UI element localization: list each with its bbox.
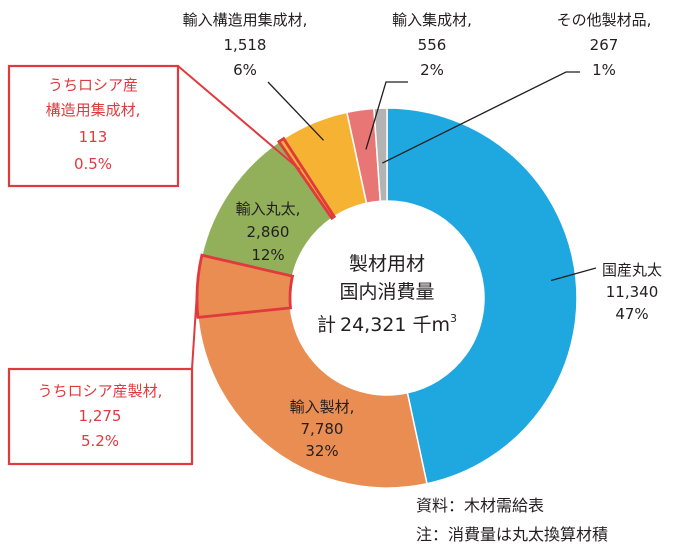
callout-box bbox=[7, 367, 194, 466]
callout-line1: うちロシア産製材, bbox=[38, 382, 163, 400]
callout-value: 113 bbox=[79, 128, 108, 146]
segment-name: 国産丸太 bbox=[602, 261, 662, 279]
segment-value: 7,780 bbox=[301, 420, 344, 438]
center-total-unit-sup: 3 bbox=[450, 312, 457, 325]
segment-label-yunyu-seizai: 輸入製材, 7,780 32% bbox=[290, 398, 355, 460]
segment-label-yunyu-kozo: 輸入構造用集成材, 1,518 6% bbox=[183, 11, 308, 79]
segment-label-yunyu-maruta: 輸入丸太, 2,860 12% bbox=[236, 200, 301, 264]
source-note: 資料：木材需給表 bbox=[416, 496, 544, 515]
center-title-line2: 国内消費量 bbox=[339, 281, 434, 303]
segment-name: その他製材品, bbox=[557, 11, 652, 29]
unit-note: 注：消費量は丸太換算材積 bbox=[416, 525, 608, 544]
segment-label-yunyu-shusei: 輸入集成材, 556 2% bbox=[392, 11, 472, 79]
callout-pct: 5.2% bbox=[81, 432, 119, 450]
segment-pct: 47% bbox=[615, 305, 648, 323]
leader-sonota bbox=[382, 71, 580, 164]
segment-value: 11,340 bbox=[606, 283, 659, 301]
callout-russia-lumber: うちロシア産製材, 1,275 5.2% bbox=[7, 367, 194, 466]
segment-value: 2,860 bbox=[247, 223, 290, 241]
center-total-unit: 千m bbox=[412, 314, 450, 336]
segment-pct: 2% bbox=[420, 61, 444, 79]
donut-ring bbox=[196, 107, 578, 489]
segment-value: 267 bbox=[590, 36, 619, 54]
segment-pct: 12% bbox=[251, 246, 284, 264]
segment-label-sonota: その他製材品, 267 1% bbox=[557, 11, 652, 79]
highlight-wedge-russia-structural bbox=[277, 136, 337, 221]
segment-pct: 1% bbox=[592, 61, 616, 79]
segment-value: 556 bbox=[418, 36, 447, 54]
center-label: 製材用材 国内消費量 計 24,321 千m3 bbox=[317, 253, 457, 336]
callout-pct: 0.5% bbox=[74, 155, 112, 173]
callout-box bbox=[7, 64, 180, 188]
callout-line2: 構造用集成材, bbox=[46, 101, 141, 119]
leader-lines bbox=[177, 65, 597, 370]
segment-pct: 6% bbox=[233, 61, 257, 79]
source-notes: 資料：木材需給表 注：消費量は丸太換算材積 bbox=[416, 496, 608, 544]
leader-kokusan bbox=[550, 267, 597, 282]
segment-name: 輸入構造用集成材, bbox=[183, 11, 308, 29]
donut-slice-kokusan bbox=[386, 107, 578, 485]
segment-name: 輸入丸太, bbox=[236, 200, 301, 218]
leader-yunyu-kozo bbox=[267, 81, 325, 141]
callout-russia-structural: うちロシア産 構造用集成材, 113 0.5% bbox=[7, 64, 180, 188]
segment-name: 輸入集成材, bbox=[392, 11, 472, 29]
segment-name: 輸入製材, bbox=[290, 398, 355, 416]
callout-line1: うちロシア産 bbox=[48, 76, 138, 94]
segment-value: 1,518 bbox=[224, 36, 267, 54]
segment-pct: 32% bbox=[305, 442, 338, 460]
segment-label-kokusan: 国産丸太 11,340 47% bbox=[602, 261, 662, 323]
center-title-line1: 製材用材 bbox=[349, 253, 425, 275]
center-total-prefix: 計 bbox=[317, 314, 336, 336]
center-total-value: 24,321 bbox=[340, 314, 406, 336]
callout-value: 1,275 bbox=[79, 407, 122, 425]
leader-russia-structural bbox=[177, 65, 301, 171]
center-total: 計 24,321 千m3 bbox=[317, 312, 457, 336]
leader-yunyu-shusei bbox=[365, 81, 408, 150]
leader-russia-lumber bbox=[191, 286, 199, 370]
